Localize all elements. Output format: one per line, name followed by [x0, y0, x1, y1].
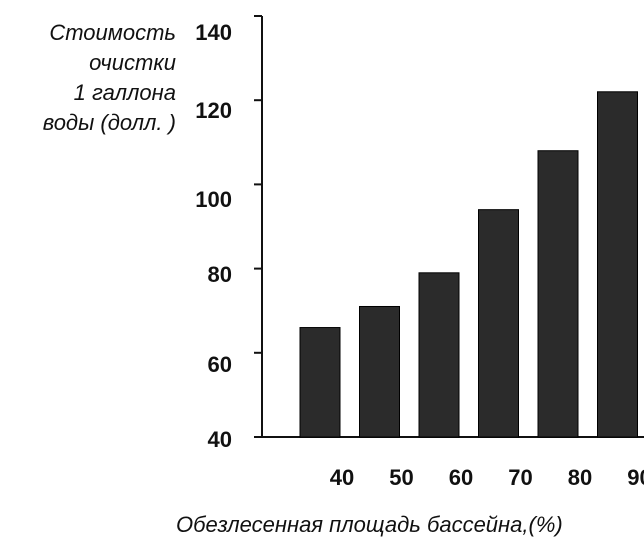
y-tick-label: 120 [195, 98, 232, 123]
x-tick-label: 60 [449, 465, 473, 490]
x-tick-label: 50 [389, 465, 413, 490]
x-tick-label: 90 [627, 465, 644, 490]
bar [359, 305, 400, 438]
y-tick-label: 60 [208, 352, 232, 377]
y-axis-label-line-3: 1 галлона [73, 80, 176, 105]
y-tick-labels: 40 60 80 100 120 140 [195, 20, 232, 452]
y-tick-label: 100 [195, 187, 232, 212]
bars [299, 91, 638, 438]
y-axis-label-line-1: Стоимость [49, 20, 176, 45]
bar [537, 150, 579, 438]
y-axis-label: Стоимость очистки 1 галлона воды (долл. … [4, 18, 176, 138]
x-tick-label: 80 [568, 465, 592, 490]
bar [597, 91, 638, 438]
bar [478, 209, 519, 438]
bar [418, 272, 460, 438]
y-tick-label: 140 [195, 20, 232, 45]
x-tick-label: 70 [508, 465, 532, 490]
x-tick-labels: 40 50 60 70 80 90 [330, 465, 644, 490]
y-axis-label-line-2: очистки [89, 50, 176, 75]
y-axis-label-line-4: воды (долл. ) [42, 110, 176, 135]
x-axis-label: Обезлесенная площадь бассейна,(%) [176, 512, 563, 537]
x-tick-label: 40 [330, 465, 354, 490]
y-tick-label: 40 [208, 427, 232, 452]
y-tick-label: 80 [208, 262, 232, 287]
bar [299, 327, 341, 438]
